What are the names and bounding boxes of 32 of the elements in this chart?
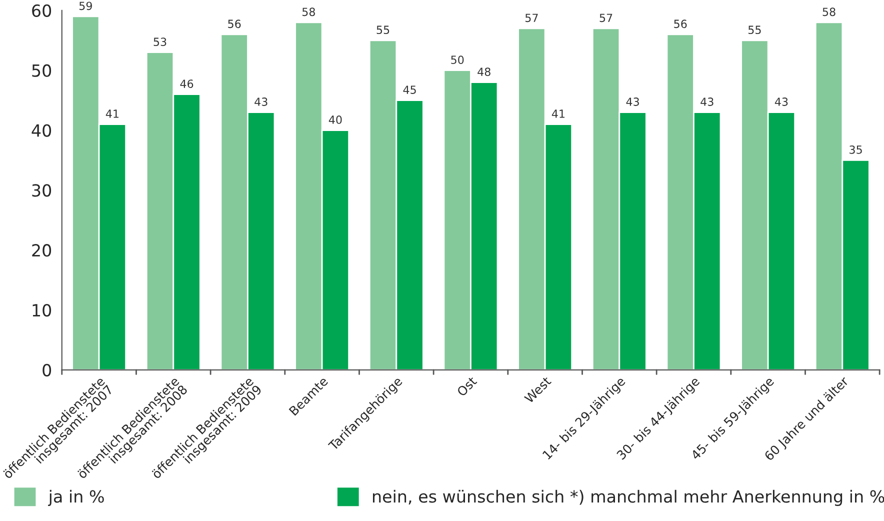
legend-label: nein, es wünschen sich *) manchmal mehr Anerkennung in % bbox=[372, 490, 884, 506]
data-label: 40 bbox=[328, 116, 342, 124]
data-label: 56 bbox=[674, 20, 687, 28]
data-label: 55 bbox=[748, 26, 761, 34]
data-label: 55 bbox=[376, 26, 390, 34]
data-label: 43 bbox=[774, 98, 788, 106]
data-label: 41 bbox=[106, 110, 118, 118]
data-label: 59 bbox=[79, 2, 92, 10]
data-label: 43 bbox=[626, 98, 639, 106]
y-tick-label: 20 bbox=[32, 244, 52, 257]
data-label: 41 bbox=[552, 110, 564, 118]
y-tick-label: 10 bbox=[32, 304, 52, 317]
data-label: 56 bbox=[228, 20, 241, 28]
data-label: 43 bbox=[700, 98, 714, 106]
legend-label: ja in % bbox=[48, 490, 104, 506]
data-label: 58 bbox=[822, 8, 836, 16]
data-label: 50 bbox=[451, 56, 464, 64]
y-tick-label: 40 bbox=[32, 124, 52, 137]
data-label: 35 bbox=[850, 145, 862, 154]
y-tick-label: 30 bbox=[32, 184, 52, 197]
data-label: 46 bbox=[180, 80, 194, 88]
y-tick-label: 0 bbox=[42, 364, 52, 376]
data-label: 43 bbox=[254, 98, 268, 106]
y-tick-label: 50 bbox=[32, 64, 52, 77]
x-tick-label: Ost bbox=[456, 376, 478, 397]
data-label: 45 bbox=[403, 86, 416, 94]
data-label: 57 bbox=[525, 14, 538, 22]
data-label: 48 bbox=[478, 68, 490, 76]
data-label: 57 bbox=[600, 14, 612, 22]
data-label: 58 bbox=[302, 8, 315, 16]
y-tick-label: 60 bbox=[32, 4, 52, 17]
data-label: 53 bbox=[154, 38, 166, 46]
